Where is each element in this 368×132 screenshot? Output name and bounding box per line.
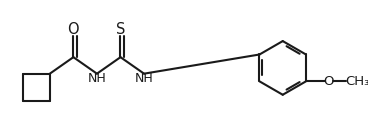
- Text: O: O: [68, 22, 79, 37]
- Text: NH: NH: [88, 72, 106, 85]
- Text: O: O: [324, 75, 334, 88]
- Text: NH: NH: [135, 72, 153, 85]
- Text: CH₃: CH₃: [346, 75, 368, 88]
- Text: S: S: [116, 22, 125, 37]
